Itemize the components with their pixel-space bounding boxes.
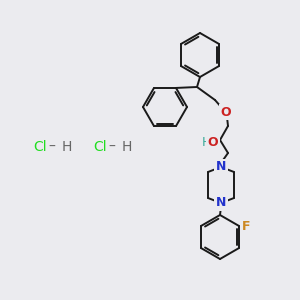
Text: O: O xyxy=(208,136,218,148)
Text: N: N xyxy=(216,160,226,173)
Text: –: – xyxy=(49,140,56,154)
Text: O: O xyxy=(221,106,231,118)
Text: F: F xyxy=(242,220,250,232)
Text: Cl: Cl xyxy=(33,140,46,154)
Text: H: H xyxy=(122,140,132,154)
Text: H: H xyxy=(62,140,72,154)
Text: H: H xyxy=(201,136,211,148)
Text: N: N xyxy=(216,196,226,209)
Text: –: – xyxy=(109,140,116,154)
Text: Cl: Cl xyxy=(93,140,106,154)
